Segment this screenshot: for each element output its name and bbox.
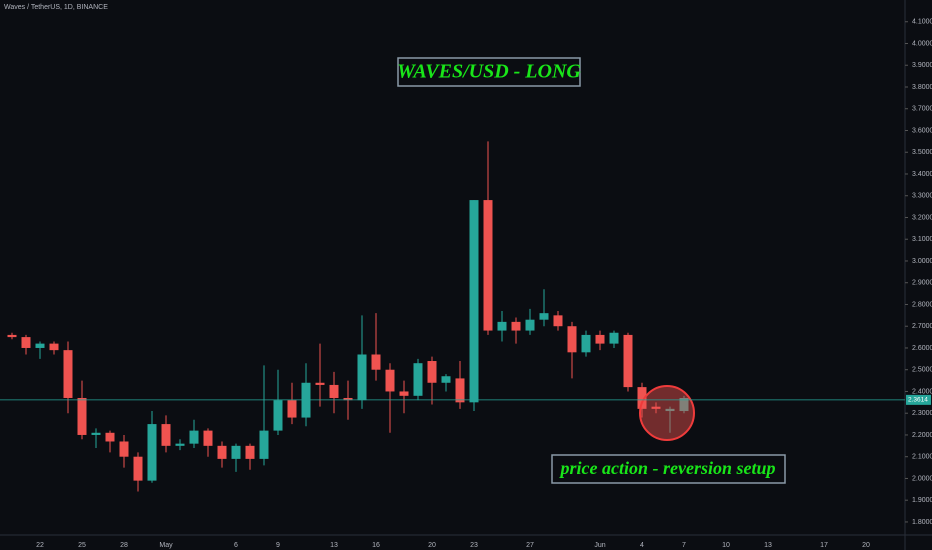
candle-body [441,376,451,383]
y-tick-label: 3.7000 [912,106,932,113]
x-tick-label: 13 [764,542,772,549]
candle-body [217,445,227,459]
y-tick-label: 1.9000 [912,497,932,504]
highlight-circle [639,385,695,441]
y-tick-label: 2.9000 [912,280,932,287]
y-tick-label: 3.3000 [912,193,932,200]
y-tick-label: 3.8000 [912,84,932,91]
candle-body [77,397,87,435]
candle-body [231,445,241,459]
y-tick-label: 3.2000 [912,214,932,221]
x-tick-label: 28 [120,542,128,549]
price-label: 2.3614 [908,397,928,404]
candle-body [595,334,605,344]
candle-body [413,363,423,396]
candle-body [245,445,255,459]
y-tick-label: 2.3000 [912,410,932,417]
candle-body [637,387,647,409]
candle-body [553,315,563,327]
candle-body [609,332,619,344]
y-tick-label: 1.8000 [912,519,932,526]
candle-body [525,319,535,331]
candle-body [357,354,367,401]
x-tick-label: 20 [862,542,870,549]
candle-body [287,400,297,418]
candle-body [133,456,143,481]
candle-body [665,408,675,412]
candle-body [497,321,507,331]
y-tick-label: 4.0000 [912,40,932,47]
candle-body [91,432,101,435]
candle-body [273,400,283,431]
annotation: WAVES/USD - LONG [397,61,581,83]
candle-body [189,430,199,444]
candle-body [203,430,213,446]
x-tick-label: 7 [682,542,686,549]
candle-body [469,200,479,403]
y-tick-label: 3.4000 [912,171,932,178]
candle-body [63,350,73,398]
candle-body [581,334,591,353]
x-tick-label: May [159,542,173,549]
candle-body [329,384,339,398]
y-tick-label: 2.0000 [912,475,932,482]
x-tick-label: 13 [330,542,338,549]
y-tick-label: 2.8000 [912,301,932,308]
y-tick-label: 2.5000 [912,367,932,374]
candle-body [511,321,521,331]
candle-body [21,337,31,348]
candle-body [49,343,59,351]
candle-body [315,382,325,385]
candle-body [175,443,185,446]
candle-body [7,334,17,338]
y-tick-label: 3.1000 [912,236,932,243]
y-tick-label: 3.0000 [912,258,932,265]
candle-body [161,424,171,446]
price-label-box [906,394,931,405]
candle-body [679,397,689,412]
x-tick-label: 25 [78,542,86,549]
x-tick-label: 10 [722,542,730,549]
x-tick-label: 6 [234,542,238,549]
candle-body [483,200,493,331]
y-tick-label: 3.9000 [912,62,932,69]
y-tick-label: 2.1000 [912,454,932,461]
candle-body [567,326,577,353]
candle-body [371,354,381,370]
annotation: price action - reversion setup [559,458,776,478]
y-tick-label: 3.6000 [912,127,932,134]
candle-body [105,432,115,442]
x-tick-label: 4 [640,542,644,549]
x-tick-label: 22 [36,542,44,549]
candle-body [623,334,633,388]
x-tick-label: 23 [470,542,478,549]
x-tick-label: 27 [526,542,534,549]
y-tick-label: 2.7000 [912,323,932,330]
y-tick-label: 2.4000 [912,388,932,395]
x-tick-label: 20 [428,542,436,549]
candle-body [427,361,437,383]
x-tick-label: 9 [276,542,280,549]
candle-body [147,424,157,481]
candle-body [399,391,409,396]
x-tick-label: 17 [820,542,828,549]
y-tick-label: 2.2000 [912,432,932,439]
annotation-box [397,57,581,87]
candle-body [539,313,549,320]
candle-body [455,378,465,403]
candle-body [119,441,129,457]
y-tick-label: 4.1000 [912,19,932,26]
candle-body [385,369,395,392]
y-tick-label: 2.6000 [912,345,932,352]
chart-title: Waves / TetherUS, 1D, BINANCE [4,4,108,11]
candle-body [35,343,45,348]
candle-body [651,406,661,409]
x-tick-label: Jun [594,542,605,549]
candle-body [343,397,353,401]
candle-body [259,430,269,459]
annotation-box [551,454,786,484]
x-tick-label: 16 [372,542,380,549]
y-tick-label: 3.5000 [912,149,932,156]
